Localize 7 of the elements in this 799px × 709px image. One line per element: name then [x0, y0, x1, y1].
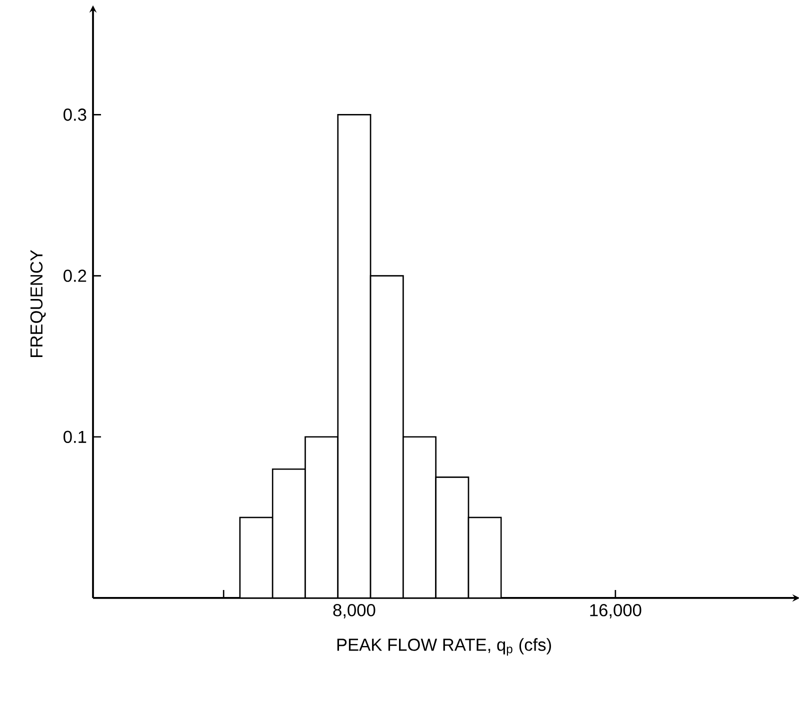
x-tick-label: 8,000 [333, 604, 376, 618]
y-tick-label: 0.3 [64, 108, 86, 121]
x-tick-label: 16,000 [590, 604, 642, 618]
x-axis-title: PEAK FLOW RATE, q$_{p}$ (cfs) [337, 638, 551, 656]
y-tick-label: 0.2 [64, 270, 86, 282]
y-tick-label: 0.1 [64, 430, 86, 444]
y-axis-title: FREQUENCY [30, 250, 46, 357]
